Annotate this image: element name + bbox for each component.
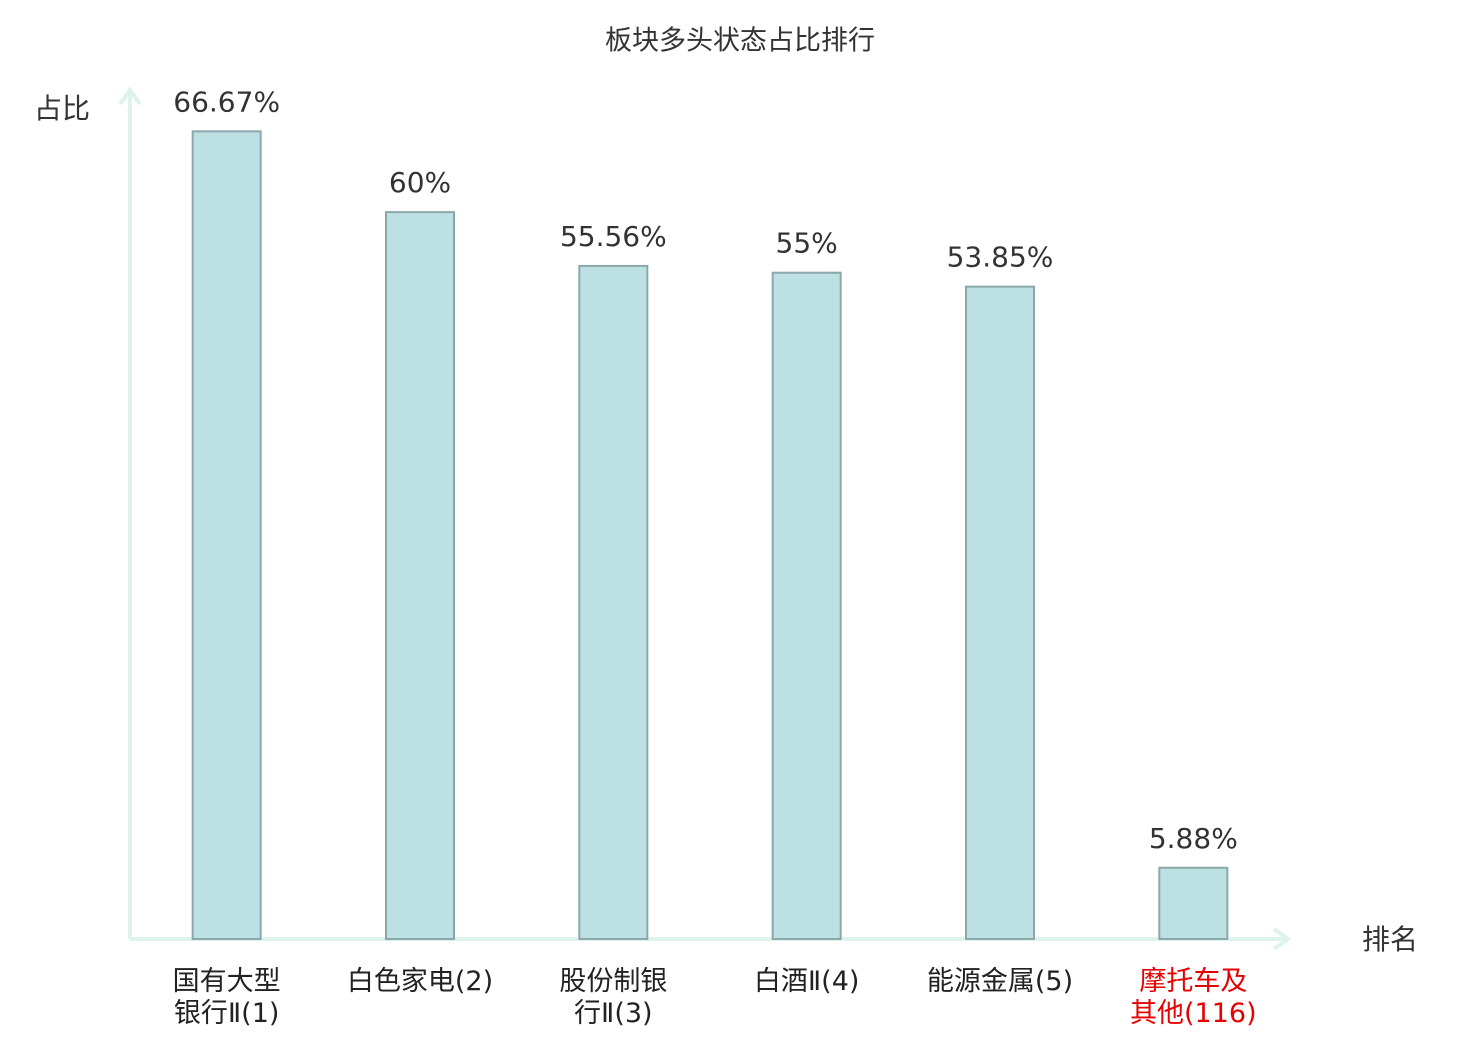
x-tick-label: 摩托车及 其他(116)	[1130, 966, 1257, 1029]
bar	[578, 264, 649, 940]
x-axis-label: 排名	[1362, 923, 1418, 956]
x-tick-label: 白酒Ⅱ(4)	[753, 966, 860, 997]
axes	[118, 86, 1292, 951]
value-label: 55.56%	[560, 220, 667, 253]
x-tick-label: 白色家电(2)	[346, 966, 494, 997]
value-label: 53.85%	[947, 241, 1054, 274]
bar	[191, 130, 262, 940]
value-label: 55%	[776, 227, 838, 260]
x-tick-label: 股份制银 行Ⅱ(3)	[559, 966, 668, 1029]
value-label: 66.67%	[173, 85, 280, 118]
chart-title: 板块多头状态占比排行	[605, 26, 875, 57]
y-axis-label: 占比	[34, 92, 90, 125]
bar	[1158, 866, 1229, 941]
value-label: 60%	[389, 166, 451, 199]
x-tick-label: 国有大型 银行Ⅱ(1)	[172, 966, 281, 1029]
bar	[965, 285, 1035, 941]
x-tick-label: 能源金属(5)	[926, 966, 1074, 997]
bar	[771, 271, 842, 940]
value-label: 5.88%	[1149, 822, 1238, 855]
bar	[385, 211, 455, 940]
